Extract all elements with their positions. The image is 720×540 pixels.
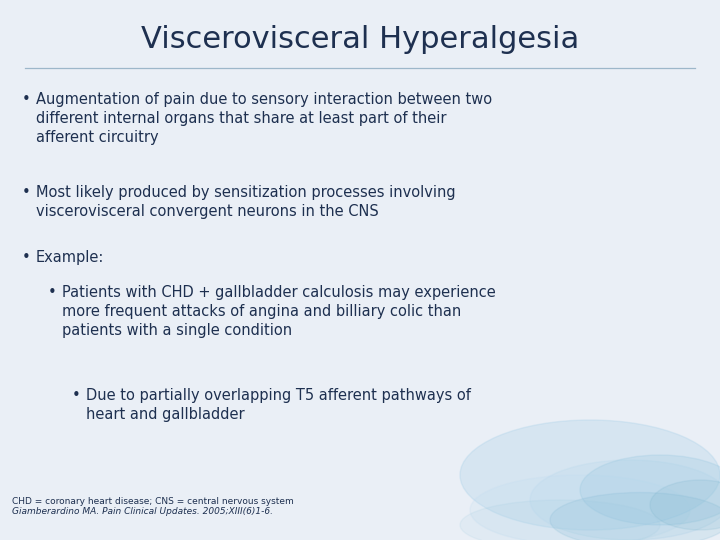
Ellipse shape [550, 492, 720, 540]
Text: CHD = coronary heart disease; CNS = central nervous system: CHD = coronary heart disease; CNS = cent… [12, 497, 294, 507]
Ellipse shape [580, 455, 720, 525]
Text: Example:: Example: [36, 250, 104, 265]
Ellipse shape [650, 480, 720, 530]
Ellipse shape [460, 500, 660, 540]
Text: Most likely produced by sensitization processes involving
viscerovisceral conver: Most likely produced by sensitization pr… [36, 185, 456, 219]
Text: Augmentation of pain due to sensory interaction between two
different internal o: Augmentation of pain due to sensory inte… [36, 92, 492, 145]
Text: Due to partially overlapping T5 afferent pathways of
heart and gallbladder: Due to partially overlapping T5 afferent… [86, 388, 471, 422]
Ellipse shape [460, 420, 720, 530]
Text: •: • [22, 92, 31, 107]
Ellipse shape [530, 460, 720, 540]
Text: •: • [48, 285, 57, 300]
Text: •: • [72, 388, 81, 403]
Text: Viscerovisceral Hyperalgesia: Viscerovisceral Hyperalgesia [141, 25, 579, 55]
Text: Patients with CHD + gallbladder calculosis may experience
more frequent attacks : Patients with CHD + gallbladder calculos… [62, 285, 496, 339]
Text: Giamberardino MA. Pain Clinical Updates. 2005;XIII(6)1-6.: Giamberardino MA. Pain Clinical Updates.… [12, 508, 273, 516]
Text: •: • [22, 185, 31, 200]
Ellipse shape [470, 475, 690, 540]
Text: •: • [22, 250, 31, 265]
